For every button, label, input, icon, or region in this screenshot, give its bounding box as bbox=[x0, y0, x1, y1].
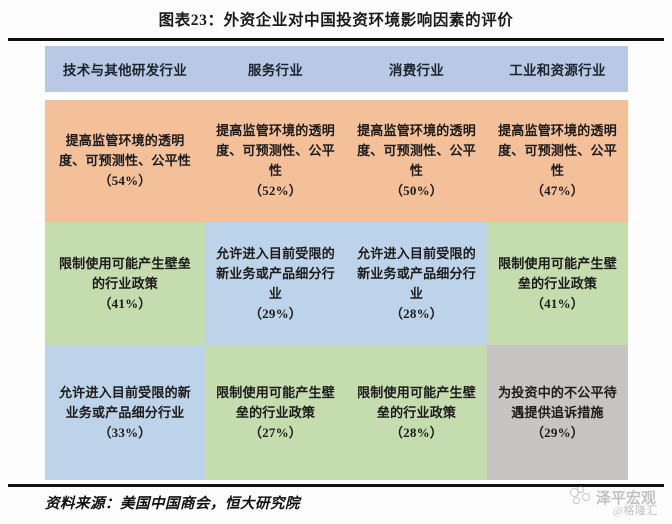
column-header-tech: 技术与其他研发行业 bbox=[62, 63, 188, 78]
cell-percent: （29%） bbox=[248, 305, 302, 321]
cell-percent: （29%） bbox=[530, 424, 584, 440]
cell-r2-c3: 允许进入目前受限的新业务或产品细分行业 （28%） bbox=[346, 222, 487, 345]
source-note: 资料来源：美国中国商会，恒大研究院 bbox=[45, 496, 300, 512]
cell-percent: （27%） bbox=[248, 424, 302, 440]
cell-percent: （47%） bbox=[530, 183, 584, 198]
cell-text: 提高监管环境的透明度、可预测性、公平性 bbox=[498, 123, 617, 178]
figure-title-container: 图表23：外资企业对中国投资环境影响因素的评价 bbox=[0, 8, 672, 34]
title-divider-rule bbox=[8, 38, 664, 41]
watermark: 泽平宏观 bbox=[569, 486, 656, 508]
cell-text: 限制使用可能产生壁垒的行业政策 bbox=[216, 384, 335, 420]
cell-text: 允许进入目前受限的新业务或产品细分行业 bbox=[216, 245, 335, 301]
cell-percent: （33%） bbox=[98, 424, 152, 440]
watermark-text: 泽平宏观 bbox=[595, 490, 656, 507]
cell-percent: （28%） bbox=[389, 424, 443, 440]
table-row: 提高监管环境的透明度、可预测性、公平性 （54%） 提高监管环境的透明度、可预测… bbox=[45, 100, 628, 222]
cell-text: 提高监管环境的透明度、可预测性、公平性 bbox=[216, 123, 335, 178]
cell-r3-c2: 限制使用可能产生壁垒的行业政策 （27%） bbox=[205, 345, 346, 480]
page-title: 图表23：外资企业对中国投资环境影响因素的评价 bbox=[158, 12, 514, 29]
cell-r3-c1: 允许进入目前受限的新业务或产品细分行业 （33%） bbox=[45, 345, 205, 480]
cell-r1-c4: 提高监管环境的透明度、可预测性、公平性 （47%） bbox=[487, 100, 628, 222]
cell-text: 为投资中的不公平待遇提供追诉措施 bbox=[498, 384, 617, 420]
data-table: 技术与其他研发行业 服务行业 消费行业 工业和资源行业 提高监管环境的透明度、可… bbox=[45, 46, 628, 480]
cell-percent: （52%） bbox=[248, 183, 302, 198]
cell-text: 允许进入目前受限的新业务或产品细分行业 bbox=[357, 245, 476, 301]
column-header-service: 服务行业 bbox=[247, 63, 304, 78]
cell-text: 提高监管环境的透明度、可预测性、公平性 bbox=[58, 133, 191, 168]
cell-percent: （41%） bbox=[98, 295, 152, 311]
table-header-row: 技术与其他研发行业 服务行业 消费行业 工业和资源行业 bbox=[45, 46, 628, 92]
cell-percent: （54%） bbox=[98, 173, 152, 188]
cell-text: 提高监管环境的透明度、可预测性、公平性 bbox=[357, 123, 476, 178]
cell-r2-c2: 允许进入目前受限的新业务或产品细分行业 （29%） bbox=[205, 222, 346, 345]
table-body: 提高监管环境的透明度、可预测性、公平性 （54%） 提高监管环境的透明度、可预测… bbox=[45, 100, 628, 480]
cell-r1-c1: 提高监管环境的透明度、可预测性、公平性 （54%） bbox=[45, 100, 205, 222]
cell-text: 允许进入目前受限的新业务或产品细分行业 bbox=[58, 384, 191, 420]
cell-text: 限制使用可能产生壁垒的行业政策 bbox=[498, 255, 617, 291]
cell-percent: （50%） bbox=[389, 183, 443, 198]
column-header-industrial: 工业和资源行业 bbox=[509, 63, 606, 78]
source-divider-rule bbox=[8, 484, 664, 487]
table-row: 限制使用可能产生壁垒的行业政策 （41%） 允许进入目前受限的新业务或产品细分行… bbox=[45, 222, 628, 345]
cell-r1-c3: 提高监管环境的透明度、可预测性、公平性 （50%） bbox=[346, 100, 487, 222]
column-header-consumer: 消费行业 bbox=[388, 63, 445, 78]
cell-percent: （28%） bbox=[389, 305, 443, 321]
cell-r2-c1: 限制使用可能产生壁垒的行业政策 （41%） bbox=[45, 222, 205, 345]
flower-logo-icon bbox=[569, 486, 592, 508]
cell-percent: （41%） bbox=[530, 295, 584, 311]
cell-r3-c3: 限制使用可能产生壁垒的行业政策 （28%） bbox=[346, 345, 487, 480]
watermark-subtext: @格隆汇 bbox=[612, 505, 658, 517]
table-row: 允许进入目前受限的新业务或产品细分行业 （33%） 限制使用可能产生壁垒的行业政… bbox=[45, 345, 628, 480]
cell-text: 限制使用可能产生壁垒的行业政策 bbox=[58, 255, 191, 291]
cell-r2-c4: 限制使用可能产生壁垒的行业政策 （41%） bbox=[487, 222, 628, 345]
cell-r1-c2: 提高监管环境的透明度、可预测性、公平性 （52%） bbox=[205, 100, 346, 222]
cell-text: 限制使用可能产生壁垒的行业政策 bbox=[357, 384, 476, 420]
cell-r3-c4: 为投资中的不公平待遇提供追诉措施 （29%） bbox=[487, 345, 628, 480]
